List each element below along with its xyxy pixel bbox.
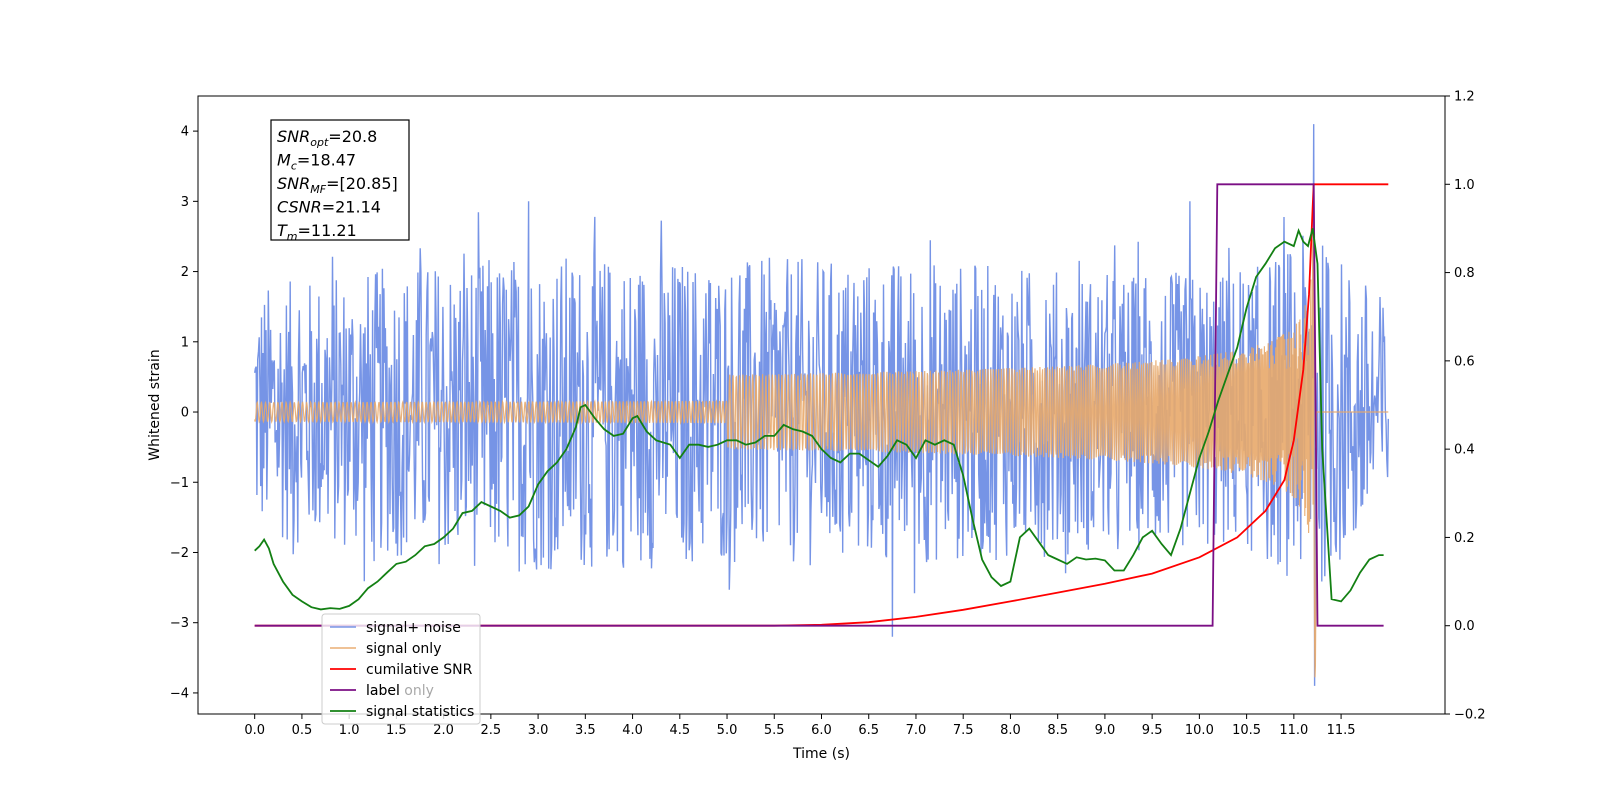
x-tick-label: 10.5	[1232, 723, 1261, 738]
y2-tick-label: 0.8	[1454, 266, 1475, 281]
y2-tick-label: 1.2	[1454, 90, 1475, 105]
x-tick-label: 4.0	[622, 723, 643, 738]
annotation-line: CSNR=21.14	[277, 198, 381, 217]
x-tick-label: 0.0	[244, 723, 265, 738]
x-tick-label: 3.0	[528, 723, 549, 738]
y2-tick-label: −0.2	[1454, 708, 1486, 723]
x-tick-label: 1.0	[339, 723, 360, 738]
x-tick-label: 8.0	[1000, 723, 1021, 738]
y2-tick-label: 1.0	[1454, 178, 1475, 193]
x-tick-label: 5.0	[717, 723, 738, 738]
x-tick-label: 7.5	[953, 723, 974, 738]
legend-label: cumilative SNR	[366, 662, 473, 678]
x-tick-label: 9.5	[1142, 723, 1163, 738]
series-line-signal-statistics	[254, 227, 1384, 611]
x-tick-label: 2.0	[433, 723, 454, 738]
y-tick-label: −2	[170, 546, 189, 561]
annotation-line: SNRopt=20.8	[277, 127, 377, 149]
x-tick-label: 5.5	[764, 723, 785, 738]
y2-tick-label: 0.2	[1454, 531, 1475, 546]
x-tick-label: 9.0	[1095, 723, 1116, 738]
right-axis-series	[254, 183, 1389, 627]
signal-only-series	[254, 239, 1389, 678]
x-axis-title: Time (s)	[792, 746, 850, 762]
series-line-label	[254, 183, 1384, 627]
annotation-frame	[270, 119, 410, 241]
y-tick-label: −3	[170, 616, 189, 631]
series-line-cumilative-snr	[254, 183, 1389, 627]
legend: signal+ noise signal only cumilative SNR la…	[321, 613, 481, 725]
y2-tick-label: 0.4	[1454, 443, 1475, 458]
legend-label: signal+ noise	[366, 620, 461, 636]
legend-label-faded: label only	[366, 683, 434, 699]
x-tick-label: 1.5	[386, 723, 407, 738]
annotation-line: SNRMF=[20.85]	[277, 174, 398, 196]
x-tick-label: 10.0	[1185, 723, 1214, 738]
y-tick-label: −4	[170, 686, 189, 701]
y-tick-label: 4	[181, 125, 189, 140]
x-tick-label: 7.0	[906, 723, 927, 738]
y2-tick-label: 0.6	[1454, 354, 1475, 369]
y-tick-label: 2	[181, 265, 189, 280]
x-tick-label: 6.0	[811, 723, 832, 738]
x-tick-label: 2.5	[481, 723, 502, 738]
signal-noise-line	[254, 124, 1389, 686]
annotation-line: Mc=18.47	[277, 151, 356, 173]
x-tick-label: 11.0	[1279, 723, 1308, 738]
signal-only-line	[254, 239, 1389, 678]
y-tick-label: 3	[181, 195, 189, 210]
x-tick-label: 8.5	[1047, 723, 1068, 738]
x-tick-label: 6.5	[858, 723, 879, 738]
x-tick-label: 4.5	[669, 723, 690, 738]
x-tick-label: 11.5	[1327, 723, 1356, 738]
x-tick-label: 0.5	[292, 723, 313, 738]
x-tick-label: 3.5	[575, 723, 596, 738]
y-axis-title: Whitened strain	[147, 349, 163, 460]
legend-frame	[321, 613, 481, 725]
tick-labels: 0.0 0.5 1.0 1.5 2.0 2.5 3.0 3.5 4.0 4.5 5.0 5.5 6.0 6…	[170, 90, 1486, 739]
legend-label: signal statistics	[366, 704, 474, 720]
y-tick-label: −1	[170, 476, 189, 491]
y-tick-label: 0	[181, 406, 189, 421]
annotation-line: Tm=11.21	[277, 221, 357, 243]
signal-noise-series	[254, 124, 1389, 686]
y2-tick-label: 0.0	[1454, 619, 1475, 634]
legend-label: signal only	[366, 641, 441, 657]
legend-label: label	[366, 683, 400, 699]
y-tick-label: 1	[181, 335, 189, 350]
